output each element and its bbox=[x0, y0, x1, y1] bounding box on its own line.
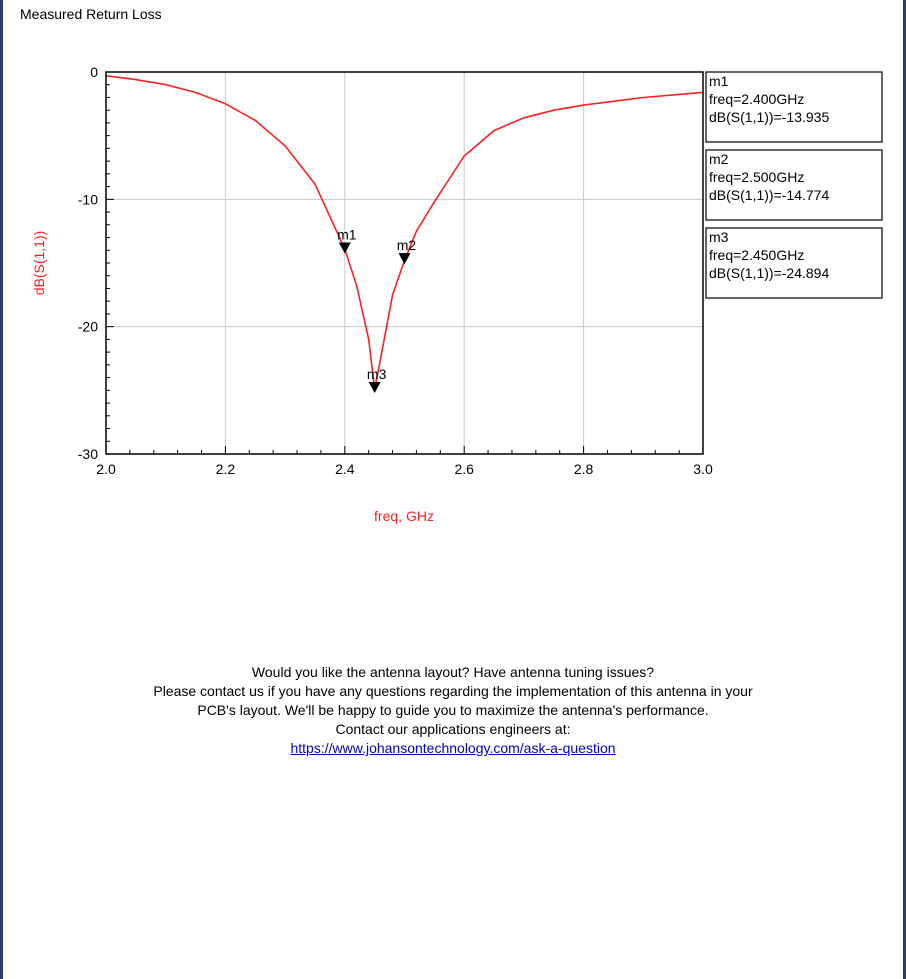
marker-readout-line: dB(S(1,1))=-13.935 bbox=[709, 109, 829, 125]
marker-readout-line: dB(S(1,1))=-24.894 bbox=[709, 265, 829, 281]
panel-title: Measured Return Loss bbox=[20, 6, 162, 22]
marker-readout-line: m3 bbox=[709, 229, 729, 245]
marker-readout-line: freq=2.400GHz bbox=[709, 91, 804, 107]
contact-footer: Would you like the antenna layout? Have … bbox=[10, 663, 896, 758]
marker-readout-m2 bbox=[705, 149, 883, 221]
marker-label-m2: m2 bbox=[397, 237, 417, 253]
y-tick-label: -20 bbox=[78, 319, 98, 335]
frame-left-border bbox=[0, 0, 3, 979]
footer-line-1: Would you like the antenna layout? Have … bbox=[251, 664, 655, 680]
marker-readouts: m1 freq=2.400GHz dB(S(1,1))=-13.935 m2 freq=… bbox=[705, 71, 883, 299]
plot-frame bbox=[105, 71, 704, 455]
footer-line-2: Please contact us if you have any questi… bbox=[153, 683, 753, 699]
marker-label-m1: m1 bbox=[337, 226, 357, 242]
x-tick-label: 3.0 bbox=[693, 461, 713, 477]
grid bbox=[106, 72, 703, 454]
marker-readout-line: freq=2.500GHz bbox=[709, 169, 804, 185]
frame-right-border bbox=[903, 0, 906, 979]
return-loss-chart: 2.0 2.2 2.4 2.6 2.8 3.0 0 -10 -20 -30 dB(S(1,1))… bbox=[31, 64, 883, 524]
marker-triangle-m1 bbox=[338, 242, 351, 254]
y-tick-label: 0 bbox=[90, 64, 98, 80]
y-tick-label: -30 bbox=[78, 446, 98, 462]
marker-label-m3: m3 bbox=[367, 366, 387, 382]
ask-a-question-link[interactable]: https://www.johansontechnology.com/ask-a… bbox=[290, 740, 616, 756]
marker-readout-line: m2 bbox=[709, 151, 729, 167]
markers: m1 m2 m3 bbox=[337, 226, 416, 393]
y-tick-label: -10 bbox=[78, 191, 98, 207]
footer-line-4: Contact our applications engineers at: bbox=[335, 721, 571, 737]
marker-triangle-m2 bbox=[398, 253, 411, 265]
footer-line-3: PCB's layout. We'll be happy to guide yo… bbox=[197, 702, 709, 718]
marker-readout-line: m1 bbox=[709, 73, 729, 89]
y-tick-labels: 0 -10 -20 -30 bbox=[78, 64, 98, 462]
x-tick-label: 2.6 bbox=[454, 461, 474, 477]
y-axis-label: dB(S(1,1)) bbox=[31, 231, 47, 296]
marker-readout-m1 bbox=[705, 71, 883, 143]
marker-triangle-m3 bbox=[368, 381, 381, 393]
series-line bbox=[105, 75, 704, 390]
x-axis-label: freq, GHz bbox=[374, 508, 434, 524]
x-tick-label: 2.4 bbox=[335, 461, 355, 477]
x-tick-label: 2.0 bbox=[96, 461, 116, 477]
marker-readout-line: freq=2.450GHz bbox=[709, 247, 804, 263]
x-tick-label: 2.8 bbox=[574, 461, 594, 477]
marker-readout-line: dB(S(1,1))=-14.774 bbox=[709, 187, 829, 203]
x-tick-label: 2.2 bbox=[216, 461, 236, 477]
marker-readout-m3 bbox=[705, 227, 883, 299]
x-tick-labels: 2.0 2.2 2.4 2.6 2.8 3.0 bbox=[96, 461, 713, 477]
